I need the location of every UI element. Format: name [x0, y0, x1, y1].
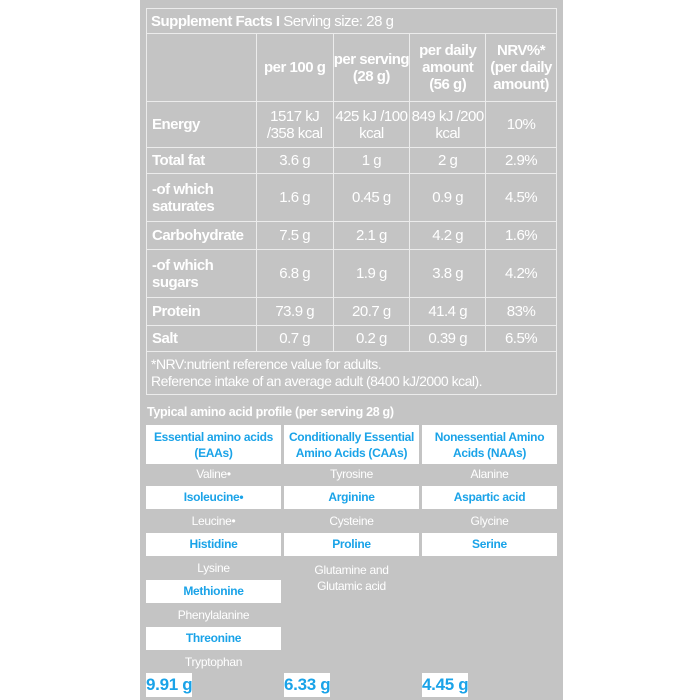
title-bold: Supplement Facts I — [151, 12, 280, 30]
cell-value: 1.6% — [485, 221, 557, 250]
table-row: Protein 73.9 g 20.7 g 41.4 g 83% — [146, 297, 557, 326]
col-header: per 100 g — [255, 33, 334, 102]
caa-column: Conditionally Essential Amino Acids (CAA… — [284, 425, 419, 594]
cell-value: 83% — [485, 297, 557, 326]
cell-value: 1.9 g — [332, 249, 411, 298]
column-header: Conditionally Essential Amino Acids (CAA… — [284, 425, 419, 464]
cell-value: 7.5 g — [255, 221, 334, 250]
amino-acid-item: Isoleucine• — [146, 486, 281, 509]
amino-acid-item: Arginine — [284, 486, 419, 509]
table-row: Carbohydrate 7.5 g 2.1 g 4.2 g 1.6% — [146, 221, 557, 250]
row-label: Salt — [146, 325, 257, 352]
cell-value: 1.6 g — [255, 173, 334, 222]
cell-value: 0.9 g — [409, 173, 487, 222]
cell-value: 2.9% — [485, 147, 557, 174]
col-header: NRV%* (per daily amount) — [485, 33, 557, 102]
row-label: Energy — [146, 101, 257, 148]
column-header: Essential amino acids (EAAs) — [146, 425, 281, 464]
amino-acid-item: Phenylalanine — [177, 608, 250, 622]
serving-size: Serving size: 28 g — [279, 12, 394, 30]
amino-acid-item: Cysteine — [329, 514, 374, 528]
cell-value: 73.9 g — [255, 297, 334, 326]
amino-acid-item: Methionine — [146, 580, 281, 603]
row-label: Carbohydrate — [146, 221, 257, 250]
cell-value: 2 g — [409, 147, 487, 174]
col-header: per daily amount (56 g) — [409, 33, 487, 102]
col-header: per serving (28 g) — [332, 33, 411, 102]
amino-acid-item: Glycine — [470, 514, 509, 528]
cell-value: 4.5% — [485, 173, 557, 222]
column-header: Nonessential Amino Acids (NAAs) — [422, 425, 557, 464]
table-row: -of which sugars 6.8 g 1.9 g 3.8 g 4.2% — [146, 249, 557, 298]
table-row: -of which saturates 1.6 g 0.45 g 0.9 g 4.5% — [146, 173, 557, 222]
cell-value: 849 kJ /200 kcal — [409, 101, 487, 148]
cell-value: 6.8 g — [255, 249, 334, 298]
row-label: Protein — [146, 297, 257, 326]
cell-value: 4.2% — [485, 249, 557, 298]
amino-acid-item: Lysine — [197, 561, 230, 575]
footnote-line: Reference intake of an average adult (84… — [151, 373, 483, 389]
facts-title: Supplement Facts I Serving size: 28 g — [146, 8, 557, 34]
cell-value: 0.2 g — [332, 325, 411, 352]
eaa-column: Essential amino acids (EAAs) Valine• Isole… — [146, 425, 281, 672]
cell-value: 6.5% — [485, 325, 557, 352]
header-empty — [146, 33, 257, 102]
cell-value: 425 kJ /100 kcal — [332, 101, 411, 148]
cell-value: 20.7 g — [332, 297, 411, 326]
table-row: Salt 0.7 g 0.2 g 0.39 g 6.5% — [146, 325, 557, 352]
cell-value: 1517 kJ /358 kcal — [255, 101, 334, 148]
amino-acid-item: Tyrosine — [330, 467, 373, 481]
amino-acid-item: Valine• — [196, 467, 231, 481]
amino-acid-item: Glutamine and Glutamic acid — [314, 563, 389, 593]
footnote-line: *NRV:nutrient reference value for adults… — [151, 356, 382, 372]
amino-total: 9.91 g — [146, 673, 193, 697]
naa-column: Nonessential Amino Acids (NAAs) Alanine As… — [422, 425, 557, 558]
cell-value: 3.6 g — [255, 147, 334, 174]
row-label: -of which sugars — [146, 249, 257, 298]
footnote: *NRV:nutrient reference value for adults… — [146, 351, 557, 395]
header-row: per 100 g per serving (28 g) per daily a… — [146, 33, 557, 102]
amino-acid-item: Histidine — [146, 533, 281, 556]
cell-value: 41.4 g — [409, 297, 487, 326]
cell-value: 10% — [485, 101, 557, 148]
row-label: Total fat — [146, 147, 257, 174]
row-label: -of which saturates — [146, 173, 257, 222]
amino-acid-item: Threonine — [146, 627, 281, 650]
amino-title: Typical amino acid profile (per serving … — [147, 405, 394, 419]
cell-value: 2.1 g — [332, 221, 411, 250]
table-row: Energy 1517 kJ /358 kcal 425 kJ /100 kcal 8… — [146, 101, 557, 148]
amino-acid-item: Proline — [284, 533, 419, 556]
amino-total: 6.33 g — [284, 673, 331, 697]
cell-value: 1 g — [332, 147, 411, 174]
amino-acid-item: Aspartic acid — [422, 486, 557, 509]
cell-value: 3.8 g — [409, 249, 487, 298]
supplement-facts-table: Supplement Facts I Serving size: 28 g pe… — [146, 8, 557, 395]
amino-acid-item: Serine — [422, 533, 557, 556]
amino-acid-item: Alanine — [470, 467, 509, 481]
cell-value: 4.2 g — [409, 221, 487, 250]
cell-value: 0.45 g — [332, 173, 411, 222]
amino-acid-item: Tryptophan — [184, 655, 243, 669]
cell-value: 0.7 g — [255, 325, 334, 352]
amino-acid-item: Leucine• — [191, 514, 236, 528]
amino-total: 4.45 g — [422, 673, 469, 697]
cell-value: 0.39 g — [409, 325, 487, 352]
